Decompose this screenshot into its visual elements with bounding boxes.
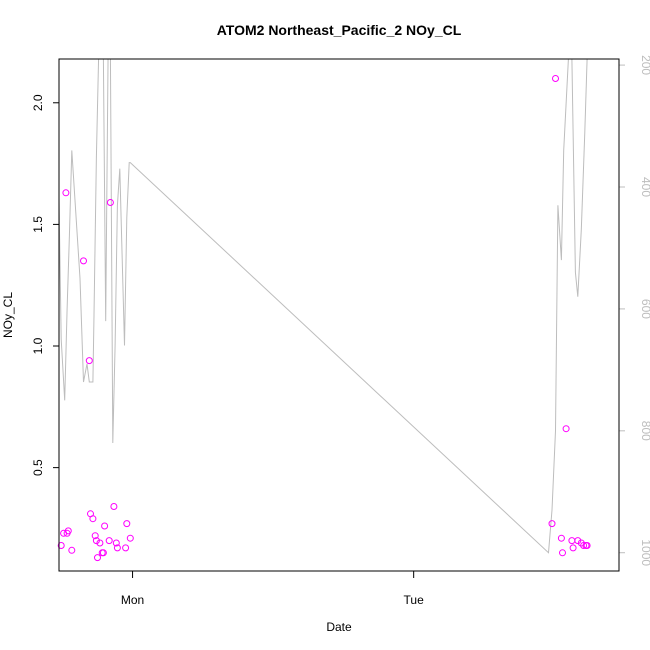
plot-frame <box>58 58 620 572</box>
y-tick-label: 0.5 <box>31 459 45 476</box>
data-point <box>112 539 120 547</box>
data-point <box>94 554 101 562</box>
data-point <box>122 544 130 552</box>
data-point <box>64 527 72 535</box>
series-line <box>59 59 588 554</box>
chart-title: ATOM2 Northeast_Pacific_2 NOy_CL <box>217 22 462 38</box>
y-tick-label: 1.0 <box>31 337 45 354</box>
data-point <box>85 357 93 365</box>
data-point <box>126 534 134 542</box>
plot-area <box>57 59 591 562</box>
data-point <box>559 549 566 557</box>
y2-tick-label: 200 <box>639 55 650 75</box>
y-tick-label: 2.0 <box>31 94 45 111</box>
data-point <box>89 515 97 523</box>
data-point <box>569 544 577 552</box>
y2-tick-label: 800 <box>639 421 650 441</box>
y2-tick-label: 400 <box>639 177 650 197</box>
data-point <box>552 75 559 82</box>
data-point <box>99 549 107 557</box>
data-point <box>574 537 582 545</box>
data-point <box>68 546 76 554</box>
data-point <box>568 537 576 545</box>
data-point <box>101 522 109 530</box>
data-point <box>110 503 118 510</box>
x-axis: Mon Tue <box>121 570 425 607</box>
data-point <box>557 534 565 542</box>
data-point <box>92 537 100 545</box>
data-point <box>562 425 570 433</box>
data-point <box>580 542 588 549</box>
y-tick-label: 1.5 <box>31 216 45 233</box>
y2-tick-label: 1000 <box>639 539 650 566</box>
y2-axis: 200 400 600 800 1000 <box>618 55 650 566</box>
data-point <box>548 520 556 528</box>
data-point <box>62 189 70 197</box>
data-point <box>105 537 113 545</box>
data-point <box>583 542 591 549</box>
data-point <box>96 539 104 547</box>
x-tick-label: Tue <box>404 593 425 607</box>
x-tick-label: Mon <box>121 593 144 607</box>
data-point <box>80 257 87 265</box>
data-point <box>91 532 99 540</box>
data-point <box>57 542 65 549</box>
data-point <box>113 544 121 552</box>
y2-tick-label: 600 <box>639 299 650 319</box>
y-axis-label: NOy_CL <box>1 292 15 338</box>
x-axis-label: Date <box>326 620 352 634</box>
data-point <box>123 520 131 528</box>
y-axis: 0.5 1.0 1.5 2.0 <box>31 94 60 476</box>
data-point <box>106 199 114 206</box>
